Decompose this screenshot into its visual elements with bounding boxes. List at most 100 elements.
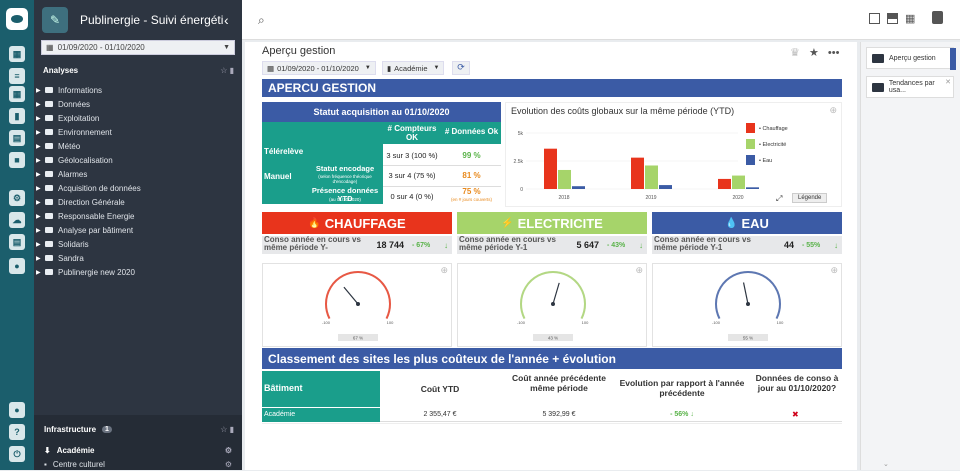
panel-card-apercu[interactable]: Aperçu gestion (866, 47, 956, 70)
col-prev-cost: Coût année précédente même période (512, 373, 606, 393)
favorite-star-icon[interactable]: ★ (808, 47, 819, 59)
layout-grid-icon[interactable]: ▦ (905, 13, 916, 25)
grid-icon[interactable]: ▦ (9, 86, 25, 102)
sidebar-date-picker[interactable]: ▦ 01/09/2020 - 01/10/2020 ▼ (41, 40, 235, 55)
gauge-needle (343, 286, 359, 305)
sidebar-item-label: Environnement (58, 127, 112, 137)
sidebar-item[interactable]: ▶ Sandra (34, 251, 242, 265)
sidebar-item[interactable]: ▶ Publinergie new 2020 (34, 265, 242, 279)
sidebar-item[interactable]: ▶ Exploitation (34, 111, 242, 125)
user-icon[interactable]: ● (9, 258, 25, 274)
search-icon[interactable]: ⌕ (258, 13, 265, 27)
cloud-icon[interactable]: ☁ (9, 212, 25, 228)
row-prev: 5 392,99 € (542, 411, 576, 418)
gauge-max-label: 100 (582, 320, 589, 325)
site-filter-value: Académie (394, 63, 428, 73)
gauge-value-label: 67 % (353, 336, 363, 341)
collapse-sidebar-icon[interactable]: ‹ (224, 12, 229, 28)
gauge-max-label: 100 (387, 320, 394, 325)
r1-data: 99 % (462, 151, 481, 160)
page-date-filter[interactable]: ▦ 01/09/2020 - 01/10/2020 ▼ (262, 61, 376, 75)
chevron-right-icon: ▶ (36, 115, 41, 122)
dashboard-icon[interactable]: ▦ (9, 46, 25, 62)
layout-split-icon[interactable] (887, 13, 898, 24)
kpi-header: ⚡ ELECTRICITE (457, 212, 647, 234)
kpi-title: CHAUFFAGE (324, 215, 406, 231)
y-tick-label: 0 (520, 187, 523, 193)
notification-icon[interactable] (932, 11, 943, 24)
zoom-icon[interactable]: ⊕ (829, 105, 837, 115)
sidebar-item[interactable]: ▶ Acquisition de données (34, 181, 242, 195)
app-logo-icon[interactable] (6, 8, 28, 30)
sidebar-item[interactable]: ▶ Géolocalisation (34, 153, 242, 167)
zoom-icon[interactable]: ⊕ (830, 265, 838, 275)
panel-card-tendances[interactable]: Tendances par usa... ✕ (866, 76, 954, 98)
briefcase-icon[interactable]: ■ (9, 152, 25, 168)
analyses-header: Analyses ☆ ▮ (34, 62, 242, 78)
table-icon[interactable]: ▤ (9, 130, 25, 146)
profile-icon[interactable]: ● (9, 402, 25, 418)
sidebar-item[interactable]: ▶ Informations (34, 83, 242, 97)
close-icon[interactable] (950, 48, 956, 70)
gear-icon[interactable]: ⚙ (224, 459, 232, 469)
col-evolution: Evolution par rapport à l'année précéden… (619, 378, 745, 398)
sidebar-item[interactable]: ▶ Analyse par bâtiment (34, 223, 242, 237)
chart-icon[interactable]: ▮ (9, 108, 25, 124)
star-delete-icons[interactable]: ☆ ▮ (220, 65, 234, 75)
sidebar-item[interactable]: ▶ Solidaris (34, 237, 242, 251)
kpi-header: 🔥 CHAUFFAGE (262, 212, 452, 234)
status-title: Statut acquisition au 01/10/2020 (262, 102, 501, 122)
gauge-hub (356, 302, 360, 306)
infra-item-centre-culturel[interactable]: ▪ Centre culturel ⚙ (34, 457, 242, 471)
refresh-icon[interactable]: ⟳ (452, 61, 470, 75)
sidebar-item[interactable]: ▶ Météo (34, 139, 242, 153)
logout-icon[interactable]: ⏻ (9, 446, 25, 462)
sidebar-item[interactable]: ▶ Environnement (34, 125, 242, 139)
sidebar-item[interactable]: ▶ Données (34, 97, 242, 111)
zoom-icon[interactable]: ⊕ (635, 265, 643, 275)
report-icon[interactable]: ▤ (9, 234, 25, 250)
row-building[interactable]: Académie (262, 408, 380, 422)
more-options-icon[interactable]: ••• (827, 47, 840, 59)
infrastructure-label: Infrastructure (44, 424, 97, 434)
y-tick-label: 2.5k (514, 159, 524, 165)
star-icon[interactable]: ☆ ▮ (220, 424, 234, 434)
sidebar-item[interactable]: ▶ Responsable Energie (34, 209, 242, 223)
sidebar-item-label: Solidaris (58, 239, 89, 249)
x-tick-label: 2019 (645, 195, 656, 201)
chart-title: Evolution des coûts globaux sur la même … (511, 106, 735, 116)
chevron-right-icon: ▶ (36, 241, 41, 248)
close-icon[interactable]: ✕ (945, 79, 951, 86)
calendar-icon: ▦ (46, 43, 54, 52)
layout-single-icon[interactable] (869, 13, 880, 24)
kpi-value: 5 647 (576, 240, 599, 250)
kpi-subbar: Conso année en cours vs même période Y-1… (457, 236, 647, 254)
chevron-right-icon: ▶ (36, 213, 41, 220)
bolt-icon: ⚡ (501, 217, 514, 229)
teleleve-label: Télérelève (264, 147, 304, 156)
ranking-title: Classement des sites les plus coûteux de… (262, 348, 842, 369)
arrow-down-icon: ↓ (444, 240, 448, 250)
r3-label: Présence données YTD (311, 186, 379, 203)
zoom-icon[interactable]: ⊕ (440, 265, 448, 275)
list-icon[interactable]: ≡ (9, 68, 25, 84)
col-batiment: Bâtiment (262, 371, 380, 407)
folder-icon (45, 87, 53, 93)
folder-icon (45, 241, 53, 247)
bar-electricité (645, 165, 658, 189)
sidebar: ✎ Publinergie - Suivi énergéti... ‹ ▦ 01… (34, 0, 242, 470)
sidebar-item[interactable]: ▶ Direction Générale (34, 195, 242, 209)
settings-icon[interactable]: ⚙ (9, 190, 25, 206)
chevron-right-icon: ▶ (36, 143, 41, 150)
expand-icon[interactable]: ⤢ (776, 194, 783, 203)
site-filter[interactable]: ▮ Académie ▼ (382, 61, 445, 75)
right-panel: Aperçu gestion Tendances par usa... ✕ ⌄ (860, 42, 960, 470)
chevron-down-icon[interactable]: ⌄ (883, 461, 889, 468)
infra-item-academie[interactable]: ⬇ Académie ⚙ (34, 443, 242, 457)
folder-icon (45, 199, 53, 205)
help-icon[interactable]: ? (9, 424, 25, 440)
trophy-icon[interactable]: ♛ (790, 47, 800, 59)
legend-button[interactable]: Légende (792, 193, 828, 203)
gear-icon[interactable]: ⚙ (224, 445, 232, 455)
sidebar-item[interactable]: ▶ Alarmes (34, 167, 242, 181)
